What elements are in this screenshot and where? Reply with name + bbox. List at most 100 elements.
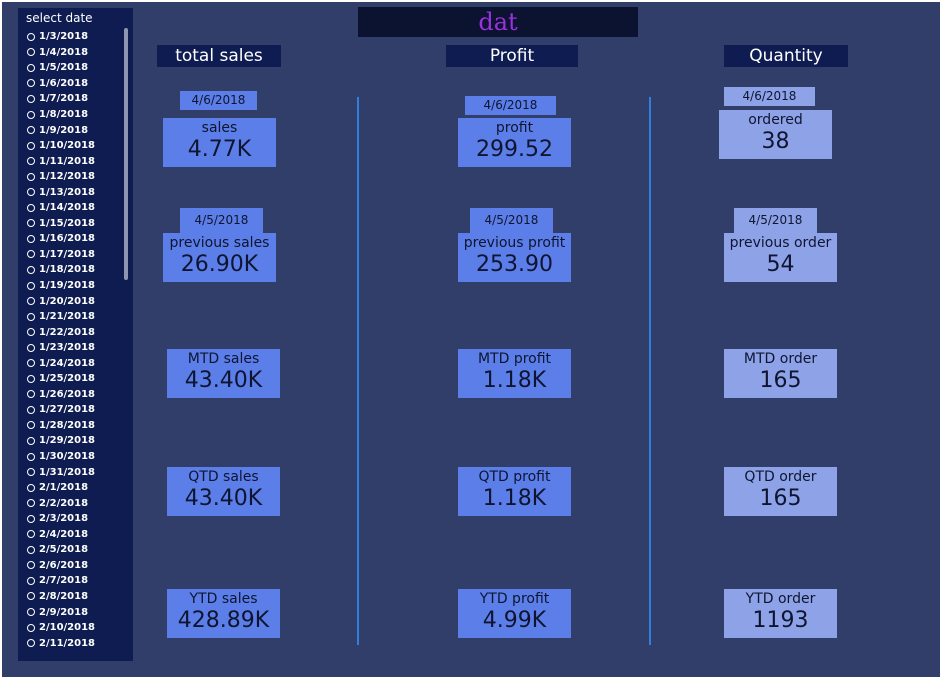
radio-button-icon[interactable] — [27, 188, 35, 197]
quantity-ytd-card[interactable]: YTD order 1193 — [724, 589, 837, 638]
slicer-date-item[interactable]: 1/12/2018 — [27, 169, 95, 185]
slicer-date-item[interactable]: 1/21/2018 — [27, 309, 95, 325]
slicer-date-item[interactable]: 1/18/2018 — [27, 262, 95, 278]
slicer-date-item[interactable]: 1/11/2018 — [27, 153, 95, 169]
quantity-current-card[interactable]: ordered 38 — [719, 110, 832, 159]
radio-button-icon[interactable] — [27, 63, 35, 72]
slicer-date-item[interactable]: 1/28/2018 — [27, 418, 95, 434]
slicer-date-item[interactable]: 2/2/2018 — [27, 495, 95, 511]
radio-button-icon[interactable] — [27, 483, 35, 492]
radio-button-icon[interactable] — [27, 561, 35, 570]
profit-ytd-card[interactable]: YTD profit 4.99K — [458, 589, 571, 638]
card-label: MTD profit — [477, 351, 552, 367]
radio-button-icon[interactable] — [27, 530, 35, 539]
slicer-date-item[interactable]: 1/6/2018 — [27, 76, 95, 92]
radio-button-icon[interactable] — [27, 157, 35, 166]
slicer-date-item[interactable]: 1/23/2018 — [27, 340, 95, 356]
slicer-date-item[interactable]: 1/5/2018 — [27, 60, 95, 76]
radio-button-icon[interactable] — [27, 32, 35, 41]
radio-button-icon[interactable] — [27, 250, 35, 259]
slicer-date-item[interactable]: 2/1/2018 — [27, 480, 95, 496]
slicer-date-item[interactable]: 1/17/2018 — [27, 247, 95, 263]
radio-button-icon[interactable] — [27, 405, 35, 414]
sales-qtd-card[interactable]: QTD sales 43.40K — [167, 467, 280, 516]
slicer-date-item[interactable]: 2/7/2018 — [27, 573, 95, 589]
slicer-date-item[interactable]: 1/25/2018 — [27, 371, 95, 387]
slicer-date-label: 1/11/2018 — [39, 155, 96, 167]
sales-ytd-card[interactable]: YTD sales 428.89K — [167, 589, 280, 638]
radio-button-icon[interactable] — [27, 172, 35, 181]
slicer-date-item[interactable]: 1/13/2018 — [27, 184, 95, 200]
sales-current-card[interactable]: sales 4.77K — [163, 118, 276, 167]
radio-button-icon[interactable] — [27, 48, 35, 57]
radio-button-icon[interactable] — [27, 390, 35, 399]
slicer-date-item[interactable]: 2/5/2018 — [27, 542, 95, 558]
slicer-date-item[interactable]: 2/8/2018 — [27, 589, 95, 605]
radio-button-icon[interactable] — [27, 328, 35, 337]
quantity-mtd-card[interactable]: MTD order 165 — [724, 349, 837, 398]
slicer-date-item[interactable]: 1/26/2018 — [27, 387, 95, 403]
profit-mtd-card[interactable]: MTD profit 1.18K — [458, 349, 571, 398]
radio-button-icon[interactable] — [27, 94, 35, 103]
radio-button-icon[interactable] — [27, 421, 35, 430]
radio-button-icon[interactable] — [27, 436, 35, 445]
quantity-previous-card[interactable]: previous order 54 — [724, 233, 837, 282]
slicer-date-item[interactable]: 1/16/2018 — [27, 231, 95, 247]
radio-button-icon[interactable] — [27, 468, 35, 477]
slicer-date-item[interactable]: 1/27/2018 — [27, 402, 95, 418]
slicer-date-item[interactable]: 2/4/2018 — [27, 527, 95, 543]
date-slicer[interactable]: select date 1/3/2018 1/4/2018 1/5/2018 1/6/… — [18, 8, 133, 661]
slicer-date-item[interactable]: 1/14/2018 — [27, 200, 95, 216]
slicer-date-item[interactable]: 2/6/2018 — [27, 558, 95, 574]
radio-button-icon[interactable] — [27, 608, 35, 616]
slicer-date-item[interactable]: 1/4/2018 — [27, 45, 95, 61]
slicer-date-item[interactable]: 2/11/2018 — [27, 635, 95, 651]
slicer-scrollbar[interactable] — [124, 28, 128, 280]
slicer-date-item[interactable]: 1/22/2018 — [27, 324, 95, 340]
radio-button-icon[interactable] — [27, 79, 35, 88]
radio-button-icon[interactable] — [27, 281, 35, 290]
slicer-date-item[interactable]: 2/9/2018 — [27, 604, 95, 620]
radio-button-icon[interactable] — [27, 452, 35, 461]
radio-button-icon[interactable] — [27, 141, 35, 150]
slicer-date-item[interactable]: 1/19/2018 — [27, 278, 95, 294]
slicer-date-item[interactable]: 1/8/2018 — [27, 107, 95, 123]
radio-button-icon[interactable] — [27, 374, 35, 383]
radio-button-icon[interactable] — [27, 514, 35, 523]
slicer-date-item[interactable]: 1/10/2018 — [27, 138, 95, 154]
radio-button-icon[interactable] — [27, 126, 35, 135]
slicer-date-item[interactable]: 1/24/2018 — [27, 355, 95, 371]
sales-mtd-card[interactable]: MTD sales 43.40K — [167, 349, 280, 398]
card-label: YTD order — [745, 591, 816, 607]
radio-button-icon[interactable] — [27, 312, 35, 321]
slicer-date-item[interactable]: 1/9/2018 — [27, 122, 95, 138]
radio-button-icon[interactable] — [27, 545, 35, 554]
radio-button-icon[interactable] — [27, 592, 35, 601]
radio-button-icon[interactable] — [27, 297, 35, 306]
profit-qtd-card[interactable]: QTD profit 1.18K — [458, 467, 571, 516]
slicer-date-item[interactable]: 2/10/2018 — [27, 620, 95, 636]
radio-button-icon[interactable] — [27, 219, 35, 228]
profit-previous-card[interactable]: previous profit 253.90 — [458, 233, 571, 282]
slicer-date-item[interactable]: 1/20/2018 — [27, 293, 95, 309]
radio-button-icon[interactable] — [27, 623, 35, 632]
slicer-date-item[interactable]: 1/31/2018 — [27, 464, 95, 480]
quantity-qtd-card[interactable]: QTD order 165 — [724, 467, 837, 516]
sales-previous-card[interactable]: previous sales 26.90K — [163, 233, 276, 282]
radio-button-icon[interactable] — [27, 359, 35, 368]
radio-button-icon[interactable] — [27, 110, 35, 119]
radio-button-icon[interactable] — [27, 343, 35, 352]
slicer-date-item[interactable]: 2/3/2018 — [27, 511, 95, 527]
radio-button-icon[interactable] — [27, 499, 35, 508]
radio-button-icon[interactable] — [27, 234, 35, 243]
slicer-date-item[interactable]: 1/3/2018 — [27, 29, 95, 45]
radio-button-icon[interactable] — [27, 265, 35, 274]
radio-button-icon[interactable] — [27, 576, 35, 585]
radio-button-icon[interactable] — [27, 639, 35, 648]
slicer-date-item[interactable]: 1/29/2018 — [27, 433, 95, 449]
slicer-date-item[interactable]: 1/7/2018 — [27, 91, 95, 107]
slicer-date-item[interactable]: 1/30/2018 — [27, 449, 95, 465]
slicer-date-item[interactable]: 1/15/2018 — [27, 216, 95, 232]
radio-button-icon[interactable] — [27, 203, 35, 212]
profit-current-card[interactable]: profit 299.52 — [458, 118, 571, 167]
